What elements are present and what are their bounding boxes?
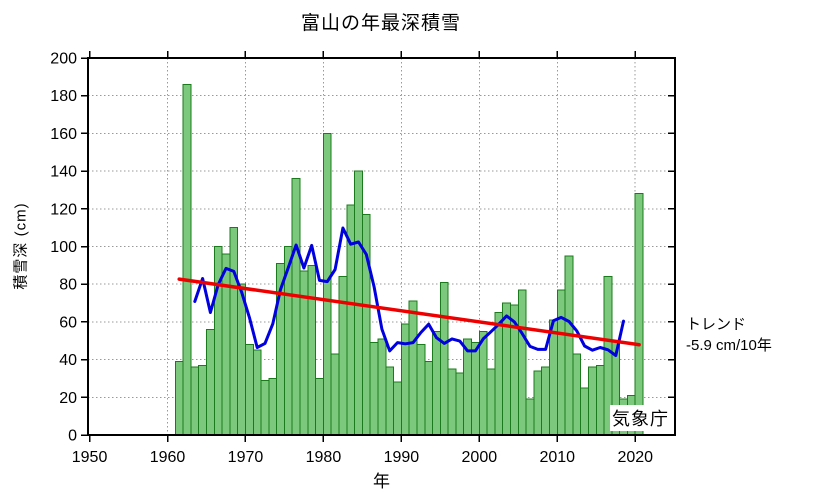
snow-depth-bar-2002: [486, 368, 496, 436]
snow-depth-bar-2014: [580, 387, 589, 436]
x-tick-label: 1980: [306, 449, 342, 466]
snow-depth-bar-2001: [478, 330, 488, 436]
trend-annotation-title: トレンド: [686, 316, 747, 333]
snow-depth-bar-1999: [463, 338, 473, 436]
y-tick-label: 160: [50, 126, 77, 143]
snow-depth-bar-1964: [190, 366, 200, 436]
x-tick-label: 2010: [539, 449, 575, 466]
snow-depth-bar-2009: [541, 366, 550, 436]
jma-source-label: 気象庁: [610, 405, 671, 431]
y-tick-label: 100: [50, 239, 77, 256]
snow-depth-bar-1987: [369, 342, 379, 436]
snow-depth-bar-2004: [502, 302, 512, 436]
snow-depth-bar-2016: [595, 364, 605, 436]
x-tick-label: 1960: [150, 449, 186, 466]
trend-line: [177, 277, 641, 347]
y-tick-label: 140: [50, 164, 77, 181]
snow-depth-bar-1972: [252, 349, 262, 436]
y-tick-label: 180: [50, 88, 77, 105]
snow-depth-bar-1992: [408, 300, 418, 436]
y-axis-label: 積雪深 (cm): [12, 202, 30, 290]
snow-depth-bar-1981: [322, 132, 332, 436]
y-tick-label: 40: [59, 352, 77, 369]
snow-depth-bar-1974: [268, 377, 278, 436]
snow-depth-bar-2006: [517, 289, 527, 436]
x-tick-label: 1950: [72, 449, 108, 466]
snow-depth-bar-2015: [587, 366, 597, 436]
trend-annotation-value: -5.9 cm/10年: [686, 337, 772, 354]
y-tick-label: 60: [59, 314, 77, 331]
snow-depth-bar-2008: [533, 370, 543, 436]
snow-depth-bar-1993: [416, 344, 426, 436]
snow-depth-bar-2000: [471, 342, 480, 436]
trend-annotation: トレンド -5.9 cm/10年: [686, 314, 772, 356]
snow-depth-bar-1989: [385, 366, 395, 436]
snow-depth-bar-1966: [205, 328, 215, 436]
snow-depth-bar-1977: [291, 178, 301, 436]
snow-depth-bar-1965: [198, 364, 207, 436]
snow-depth-bar-1962: [174, 360, 184, 436]
snow-depth-bar-1982: [330, 353, 340, 436]
x-tick-label: 1990: [384, 449, 420, 466]
snow-depth-bar-1971: [244, 344, 254, 436]
y-tick-label: 20: [59, 390, 77, 407]
y-tick-label: 0: [68, 428, 77, 445]
snow-depth-bar-1968: [221, 253, 231, 436]
snow-depth-bar-2012: [564, 255, 574, 436]
snow-depth-bar-1997: [447, 368, 457, 436]
snow-depth-bar-2007: [525, 398, 535, 436]
snow-depth-bar-2013: [572, 353, 582, 436]
snow-depth-bar-1988: [377, 338, 387, 436]
snow-depth-bar-2011: [556, 289, 566, 436]
y-tick-label: 200: [50, 51, 77, 68]
x-tick-label: 2020: [617, 449, 653, 466]
snow-depth-bar-1970: [237, 283, 246, 436]
snow-depth-bar-1994: [424, 360, 434, 436]
x-axis-label: 年: [373, 472, 390, 491]
snow-depth-bar-2010: [548, 319, 558, 436]
y-tick-label: 80: [59, 277, 77, 294]
snow-depth-bar-2021: [634, 193, 644, 436]
chart-title: 富山の年最深積雪: [300, 13, 462, 34]
snow-depth-bar-1967: [213, 246, 223, 436]
snow-depth-bar-1969: [229, 227, 239, 436]
snow-depth-bar-1980: [315, 377, 324, 436]
snow-depth-bar-1963: [182, 83, 192, 436]
moving-average-line: [193, 226, 625, 357]
snow-depth-bar-1990: [393, 381, 402, 436]
y-tick-label: 120: [50, 201, 77, 218]
snow-depth-bar-2003: [494, 311, 504, 436]
snow-depth-bar-1996: [439, 281, 449, 436]
snow-depth-bar-1991: [400, 323, 410, 436]
snow-depth-bar-1998: [455, 372, 465, 436]
snow-depth-bar-1973: [260, 379, 270, 436]
x-tick-label: 1970: [228, 449, 264, 466]
snow-depth-bar-1995: [432, 330, 441, 436]
x-tick-label: 2000: [462, 449, 498, 466]
snow-depth-bar-1979: [307, 264, 317, 436]
